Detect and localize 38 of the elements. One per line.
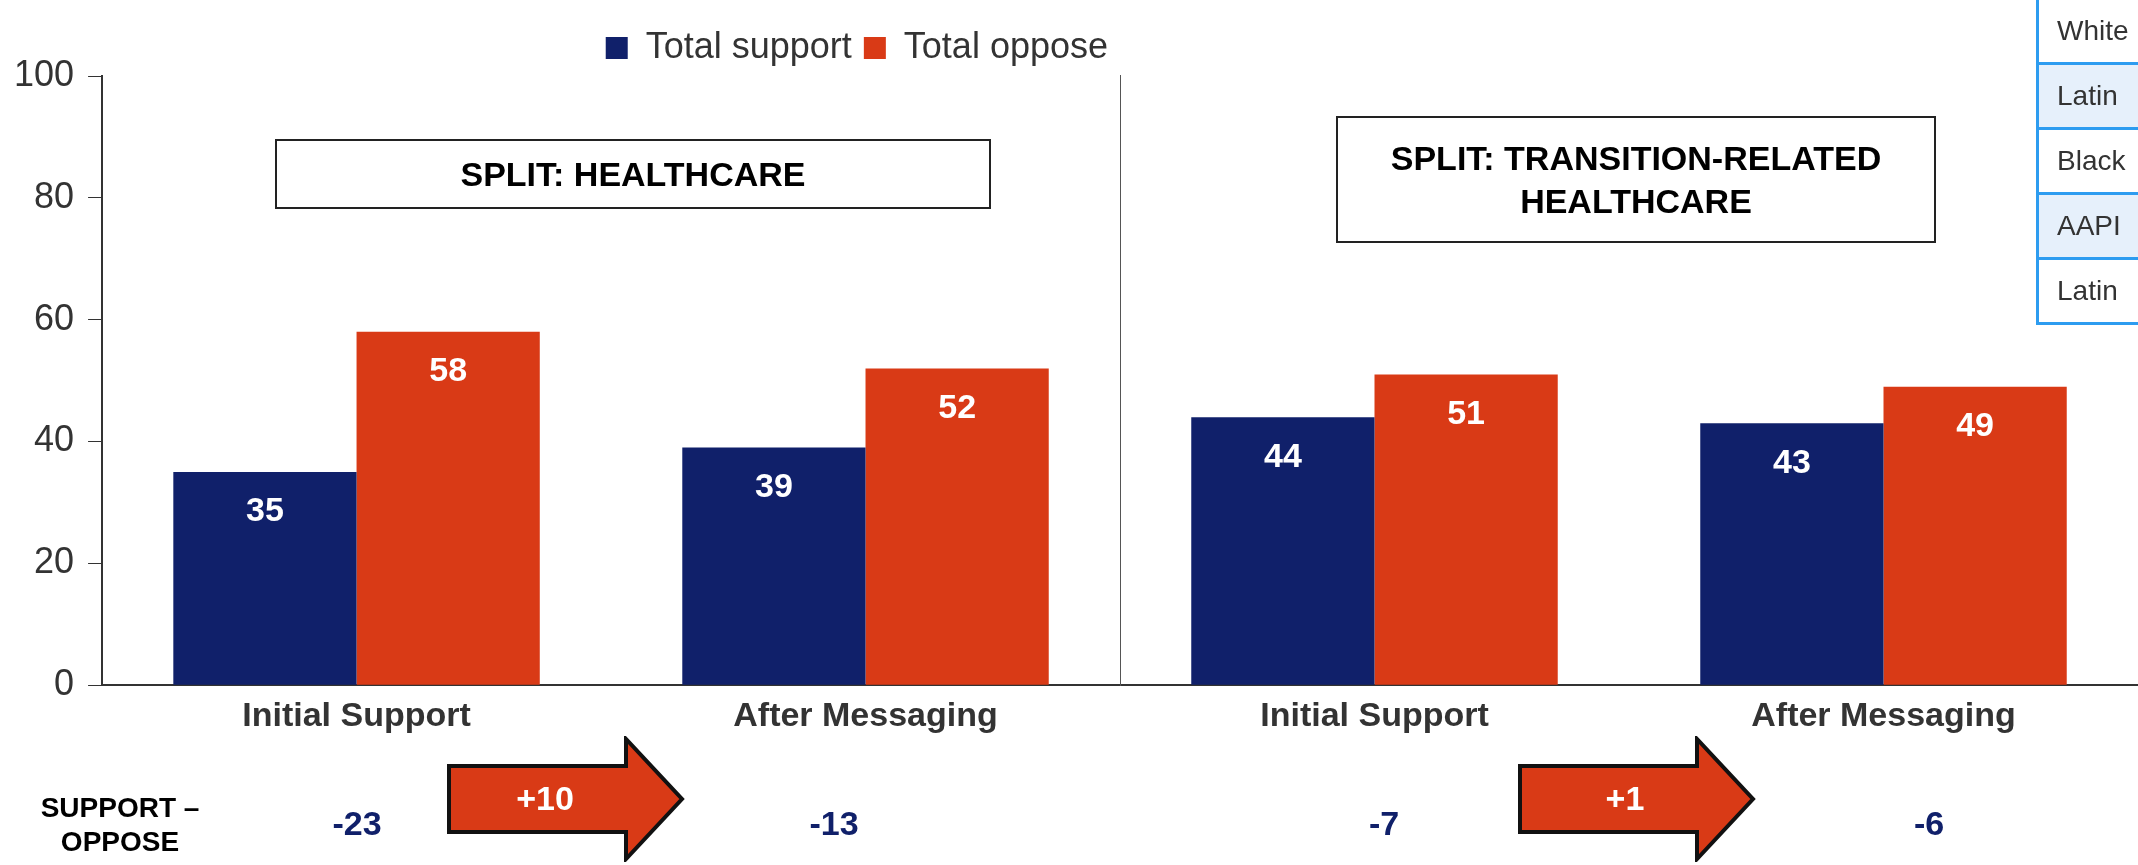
legend-label: Total support [645, 24, 852, 66]
data-label: 44 [1263, 435, 1302, 474]
y-tick-label: 20 [34, 540, 75, 582]
annotation: Black [2039, 127, 2138, 192]
data-label: 43 [1772, 441, 1811, 480]
annotation: Latin [2039, 62, 2138, 127]
text: -23 [332, 803, 382, 843]
y-tick-label: 0 [54, 662, 75, 704]
y-tick-label: 60 [34, 296, 75, 338]
bar [173, 471, 357, 685]
annotation: AAPI [2039, 192, 2138, 257]
x-tick-label: Initial Support [242, 694, 471, 733]
data-label: 39 [754, 465, 793, 504]
y-tick-label: 40 [34, 418, 75, 460]
x-tick-label: After Messaging [733, 694, 998, 733]
y-tick-label: 80 [34, 174, 75, 216]
bar [865, 368, 1049, 685]
text: -13 [809, 803, 859, 843]
x-tick-label: Initial Support [1260, 694, 1489, 733]
bar [356, 331, 540, 685]
y-tick-label: 100 [13, 52, 75, 94]
text: -6 [1913, 803, 1945, 843]
data-label: 49 [1956, 405, 1995, 444]
text-frame: SPLIT: HEALTHCARE [275, 139, 991, 209]
data-label: 52 [938, 386, 977, 425]
text-frame: SPLIT: TRANSITION-RELATED HEALTHCARE [1336, 116, 1936, 243]
bar [682, 447, 866, 685]
text: SUPPORT – OPPOSE [39, 791, 201, 859]
text: +1 [1605, 778, 1645, 818]
text: White [2039, 0, 2138, 62]
data-label: 51 [1447, 392, 1486, 431]
text: +10 [516, 778, 574, 818]
data-label: 58 [429, 350, 468, 389]
annotation: Latin [2039, 257, 2138, 322]
legend-label: Total oppose [903, 24, 1108, 66]
x-tick-label: After Messaging [1751, 694, 2016, 733]
text: -7 [1368, 803, 1400, 843]
data-label: 35 [246, 490, 284, 529]
